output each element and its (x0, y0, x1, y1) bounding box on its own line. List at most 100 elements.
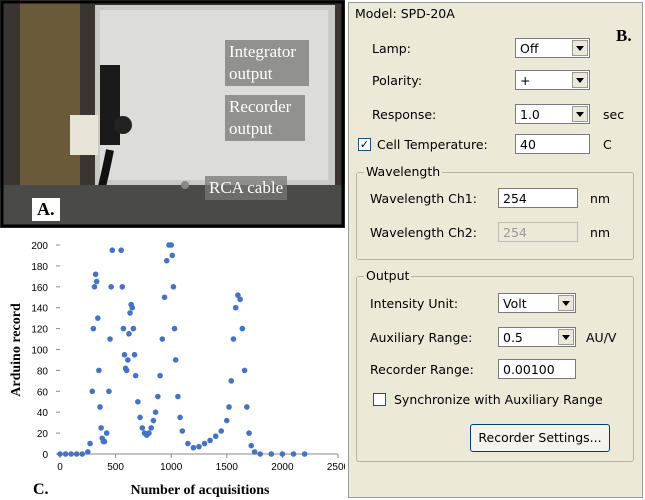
y-tick-label: 140 (31, 304, 48, 315)
point (171, 284, 177, 290)
combo-arrow[interactable] (558, 329, 574, 345)
point (231, 336, 237, 342)
unit-label: C (603, 137, 612, 152)
checkbox-label: Synchronize with Auxiliary Range (394, 392, 603, 407)
y-tick-label: 40 (37, 408, 49, 419)
unit-label: AU/V (586, 330, 616, 345)
point (162, 294, 168, 300)
point (131, 326, 137, 332)
point (125, 357, 131, 363)
field-label: Response: (372, 107, 436, 122)
point (157, 373, 163, 379)
point (57, 451, 63, 457)
point (291, 451, 297, 457)
combo-value: Off (520, 41, 538, 56)
button[interactable]: Recorder Settings... (470, 424, 610, 452)
combo-arrow[interactable] (572, 106, 588, 122)
checkbox[interactable] (373, 393, 386, 406)
point (102, 439, 108, 445)
combo-value: Volt (503, 296, 527, 311)
combo-arrow[interactable] (558, 295, 574, 311)
field-label: Wavelength Ch1: (370, 191, 477, 206)
point (124, 368, 130, 374)
point (89, 389, 95, 395)
point (133, 373, 139, 379)
point (146, 430, 152, 436)
group-title: Output (364, 268, 411, 283)
lamp-combo[interactable]: Off (515, 38, 590, 58)
point (202, 441, 208, 447)
point (177, 415, 183, 421)
x-tick-label: 1500 (216, 462, 239, 473)
point (137, 415, 143, 421)
point (207, 438, 213, 444)
point (185, 441, 191, 447)
temperature-input[interactable]: 40 (515, 134, 590, 154)
auxiliary-combo[interactable]: 0.5 (498, 327, 576, 347)
point (196, 444, 202, 450)
point (122, 352, 128, 358)
unit-label: nm (590, 191, 610, 206)
point (93, 271, 99, 277)
field-label: Recorder Range: (370, 362, 474, 377)
point (95, 315, 101, 321)
ch1-input[interactable]: 254 (498, 188, 578, 208)
unit-label: nm (590, 225, 610, 240)
recorder-input[interactable]: 0.00100 (498, 359, 576, 379)
photo-label: RCA cable (205, 176, 287, 200)
x-axis-label: Number of acquisitions (131, 483, 271, 498)
y-tick-label: 180 (31, 262, 48, 273)
point (240, 326, 246, 332)
combo-value: + (520, 73, 530, 88)
point (164, 258, 170, 264)
point (108, 284, 114, 290)
point (173, 357, 179, 363)
y-tick-label: 100 (31, 346, 48, 357)
x-tick-label: 500 (107, 462, 124, 473)
point (68, 451, 74, 457)
point (139, 425, 145, 431)
point (302, 451, 308, 457)
point (244, 404, 250, 410)
point (126, 331, 132, 337)
model-label: Model: SPD-20A (355, 6, 455, 21)
y-tick-label: 80 (37, 366, 49, 377)
y-tick-label: 0 (42, 450, 48, 461)
point (87, 441, 93, 447)
x-tick-label: 0 (57, 462, 63, 473)
point (135, 399, 141, 405)
chart: Arduino record Number of acquisitions C.… (0, 232, 345, 500)
point (119, 284, 125, 290)
point (79, 451, 85, 457)
point (96, 368, 102, 374)
intensity-combo[interactable]: Volt (498, 293, 576, 313)
point (151, 418, 157, 424)
ch2-input: 254 (498, 222, 578, 242)
point (170, 253, 176, 259)
x-tick-label: 2000 (271, 462, 294, 473)
field-label: Auxiliary Range: (370, 330, 472, 345)
combo-arrow[interactable] (572, 40, 588, 56)
field-label: Wavelength Ch2: (370, 225, 477, 240)
photo-label: Integrator output (225, 40, 309, 86)
response-combo[interactable]: 1.0 (515, 104, 590, 124)
point (280, 451, 286, 457)
point (246, 430, 252, 436)
page: {"photo": {"panel_label": "A.", "labels"… (0, 0, 645, 500)
point (233, 305, 239, 311)
combo-arrow[interactable] (572, 72, 588, 88)
y-tick-label: 60 (37, 387, 49, 398)
point (121, 326, 127, 332)
checkbox[interactable]: ✓ (358, 138, 371, 151)
point (94, 279, 100, 285)
point (109, 247, 115, 253)
point (92, 284, 98, 290)
polarity-combo[interactable]: + (515, 70, 590, 90)
point (104, 430, 110, 436)
group-box (356, 172, 634, 260)
point (242, 368, 248, 374)
point (107, 336, 113, 342)
point (97, 404, 103, 410)
y-tick-label: 160 (31, 283, 48, 294)
point (129, 305, 135, 311)
